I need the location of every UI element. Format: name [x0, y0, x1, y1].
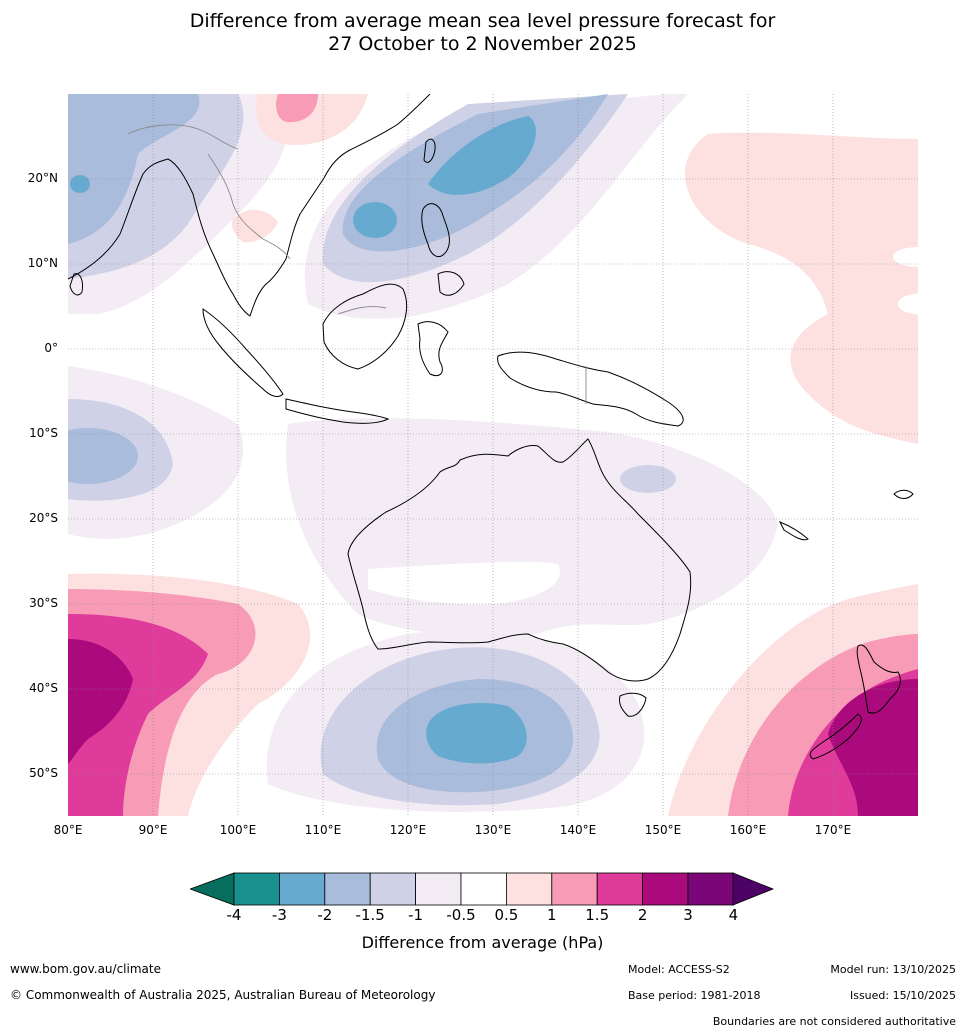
lat-label-20n: 20°N [27, 171, 58, 185]
colorbar-tick-label: -0.5 [446, 906, 476, 924]
colorbar-cell [324, 872, 371, 906]
colorbar-tick-label: -1 [408, 906, 424, 924]
lon-label-120e: 120°E [389, 823, 427, 837]
colorbar-tick-label: -1.5 [355, 906, 385, 924]
copyright-text: © Commonwealth of Australia 2025, Austra… [10, 988, 436, 1002]
coastline-asia-mainland [68, 94, 431, 317]
colorbar-low-extend [190, 872, 235, 906]
coastline-java [285, 398, 390, 424]
border-china [127, 124, 239, 150]
anomaly-field-southwest-core [68, 639, 133, 764]
coastline-tasmania [619, 692, 647, 717]
negative-anomaly-fields [68, 94, 778, 812]
anomaly-field-indian-ocean-core [68, 428, 138, 484]
lon-label-90e: 90°E [138, 823, 168, 837]
lon-label-160e: 160°E [729, 823, 767, 837]
colorbar-cell [642, 872, 689, 906]
anomaly-field-south-china-core [276, 94, 318, 123]
colorbar-tick-label: 0.5 [494, 906, 519, 924]
model-text: Model: ACCESS-S2 [628, 963, 730, 976]
lon-label-100e: 100°E [219, 823, 257, 837]
anomaly-field-indochina [231, 209, 278, 243]
map-title: Difference from average mean sea level p… [0, 10, 965, 56]
anomaly-field-pacific-hole-1 [893, 247, 918, 267]
coastline-taiwan [423, 138, 436, 163]
coastline-australia [347, 438, 692, 682]
coastline-nz-south [809, 713, 862, 760]
anomaly-field-northwest-spot [70, 175, 90, 193]
coastline-sulawesi [417, 321, 449, 377]
colorbar-cell [460, 872, 507, 906]
colorbar-cell [415, 872, 462, 906]
coastline-nz-north [856, 644, 901, 714]
coastline-philippines [421, 203, 450, 257]
colorbar-tick-label: 3 [683, 906, 693, 924]
border-indochina [207, 153, 291, 260]
anomaly-field-philippine-sea-core [428, 116, 536, 195]
positive-anomaly-fields [68, 94, 918, 816]
lat-label-10n: 10°N [27, 256, 58, 270]
base-period-text: Base period: 1981-2018 [628, 989, 761, 1002]
lon-label-130e: 130°E [474, 823, 512, 837]
disclaimer-text: Boundaries are not considered authoritat… [712, 1015, 956, 1028]
coastline-new-caledonia [778, 521, 809, 541]
coastline-borneo [322, 283, 408, 370]
lon-label-170e: 170°E [814, 823, 852, 837]
colorbar-tick-label: 2 [637, 906, 648, 924]
anomaly-field-pacific [684, 132, 918, 444]
lat-label-30s: 30°S [29, 596, 58, 610]
country-borders [127, 124, 587, 404]
coastlines [68, 94, 914, 760]
model-run-text: Model run: 13/10/2025 [830, 963, 956, 976]
colorbar-cell [551, 872, 598, 906]
colorbar-tick-label: -3 [271, 906, 287, 924]
coastline-new-guinea [497, 351, 684, 427]
colorbar-cells [233, 872, 734, 906]
title-line-1: Difference from average mean sea level p… [189, 10, 776, 32]
anomaly-field-philippine-sea-spot [353, 202, 397, 238]
lat-label-20s: 20°S [29, 511, 58, 525]
title-line-2: 27 October to 2 November 2025 [328, 33, 637, 55]
anomaly-field-australia-gap [368, 561, 560, 605]
colorbar-tick-label: -2 [317, 906, 333, 924]
lon-label-80e: 80°E [53, 823, 83, 837]
lat-label-40s: 40°S [29, 681, 58, 695]
colorbar-label: Difference from average (hPa) [361, 933, 604, 952]
colorbar-cell [596, 872, 644, 906]
anomaly-field-southern-ocean-core [426, 703, 527, 764]
anomaly-field-pacific-hole-2 [898, 293, 918, 315]
colorbar [190, 872, 775, 906]
colorbar-tick-label: 1.5 [585, 906, 610, 924]
anomaly-field-australia-core [620, 465, 676, 493]
coastline-sumatra [202, 308, 284, 397]
gridlines [68, 94, 918, 816]
lat-label-50s: 50°S [29, 766, 58, 780]
anomaly-field-northwest-core [68, 94, 200, 244]
colorbar-tick-label: 4 [728, 906, 739, 924]
colorbar-tick-label: 1 [547, 906, 557, 924]
colorbar-cell [369, 872, 416, 906]
lon-label-150e: 150°E [644, 823, 682, 837]
colorbar-cell [233, 872, 280, 906]
colorbar-tick-label: -4 [226, 906, 242, 924]
colorbar-high-extend [732, 872, 775, 906]
colorbar-cell [505, 872, 553, 906]
colorbar-cell [687, 872, 734, 906]
lat-label-0: 0° [44, 341, 58, 355]
colorbar-cell [279, 872, 326, 906]
website-text: www.bom.gov.au/climate [10, 962, 161, 976]
border-borneo [337, 306, 387, 315]
lon-label-110e: 110°E [304, 823, 342, 837]
coastline-fiji [893, 489, 914, 499]
pressure-anomaly-map [68, 94, 918, 816]
coastline-mindanao [437, 271, 465, 296]
coastline-sri-lanka [69, 273, 83, 296]
lon-label-140e: 140°E [559, 823, 597, 837]
issued-text: Issued: 15/10/2025 [849, 989, 956, 1002]
anomaly-field-tasman-core [828, 679, 918, 816]
lat-label-10s: 10°S [29, 426, 58, 440]
